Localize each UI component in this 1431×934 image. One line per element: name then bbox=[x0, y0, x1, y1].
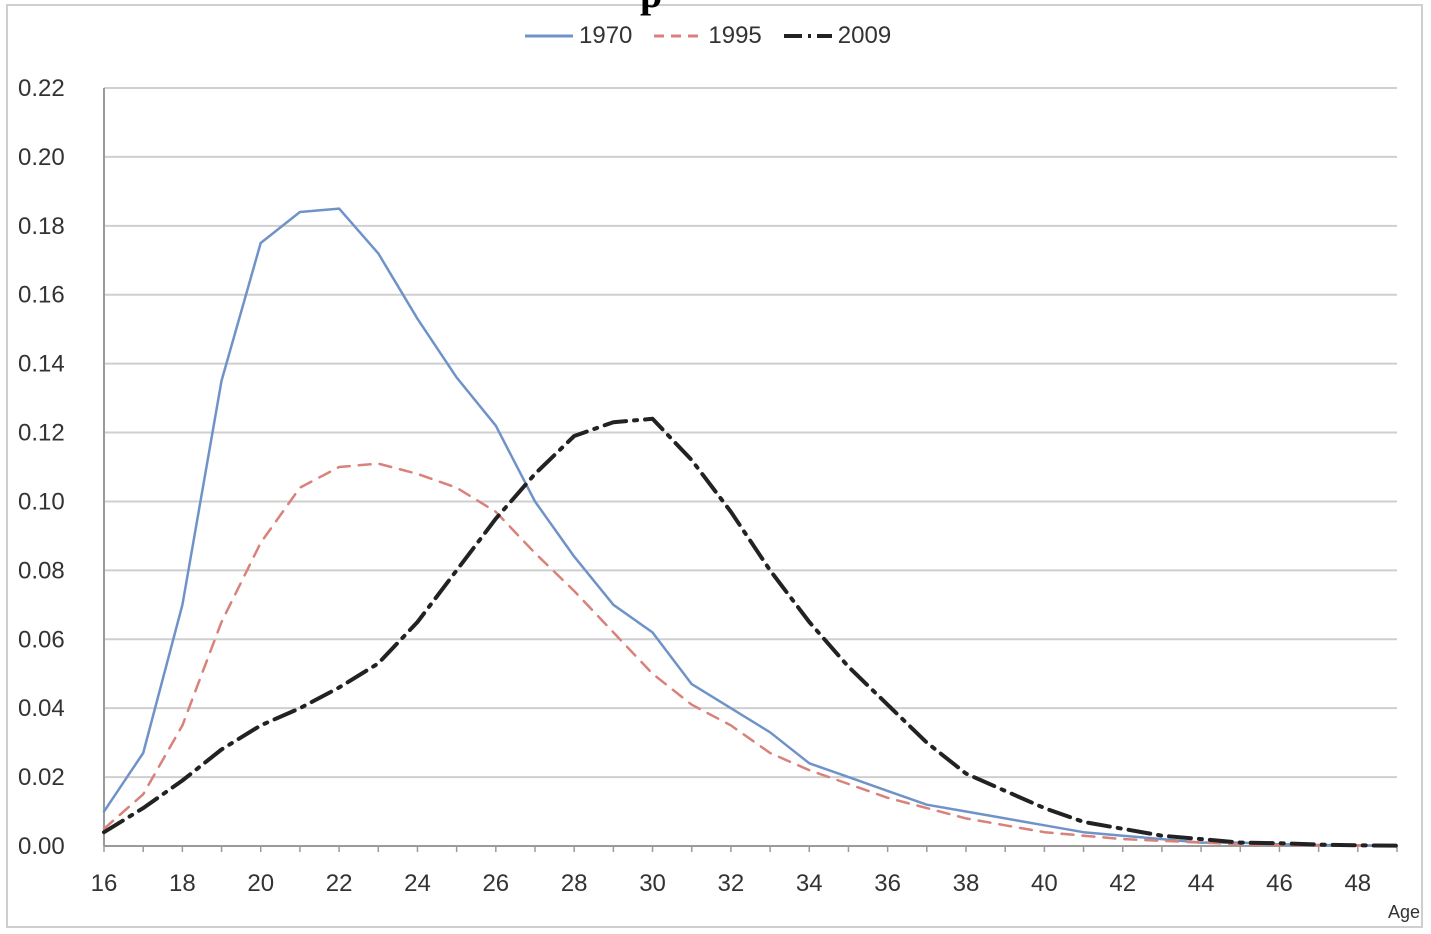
x-tick-label-6: 28 bbox=[561, 870, 588, 897]
x-tick-label-15: 46 bbox=[1266, 870, 1293, 897]
legend-swatch-1995 bbox=[654, 34, 703, 38]
y-tick-label-5: 0.10 bbox=[18, 488, 65, 515]
x-tick-label-16: 48 bbox=[1344, 870, 1371, 897]
x-tick-label-7: 30 bbox=[639, 870, 666, 897]
chart-title-fragment: p bbox=[640, 0, 662, 17]
y-tick-label-9: 0.18 bbox=[18, 213, 65, 240]
legend-item-1970: 1970 bbox=[525, 22, 632, 50]
x-tick-label-2: 20 bbox=[247, 870, 274, 897]
chart-legend: 1970 1995 2009 bbox=[525, 22, 891, 50]
x-tick-label-1: 18 bbox=[169, 870, 196, 897]
x-tick-label-10: 36 bbox=[874, 870, 901, 897]
series-line-1995 bbox=[102, 462, 1399, 847]
x-tick-label-13: 42 bbox=[1109, 870, 1136, 897]
legend-swatch-2009 bbox=[783, 34, 832, 38]
y-tick-label-4: 0.08 bbox=[18, 557, 65, 584]
x-tick-label-9: 34 bbox=[796, 870, 823, 897]
y-tick-label-3: 0.06 bbox=[18, 626, 65, 653]
x-tick-label-12: 40 bbox=[1031, 870, 1058, 897]
series-line-1970 bbox=[102, 207, 1399, 847]
x-tick-label-3: 22 bbox=[326, 870, 353, 897]
y-tick-label-0: 0.00 bbox=[18, 833, 65, 860]
x-tick-label-0: 16 bbox=[91, 870, 118, 897]
x-axis-label: Age bbox=[1388, 902, 1420, 922]
y-tick-label-10: 0.20 bbox=[18, 144, 65, 171]
y-tick-label-6: 0.12 bbox=[18, 420, 65, 447]
x-tick-label-11: 38 bbox=[953, 870, 980, 897]
x-tick-label-5: 26 bbox=[482, 870, 509, 897]
legend-label-2009: 2009 bbox=[837, 22, 892, 49]
legend-swatch-1970 bbox=[525, 34, 573, 38]
y-tick-label-7: 0.14 bbox=[18, 351, 65, 378]
y-tick-label-11: 0.22 bbox=[18, 75, 65, 102]
x-tick-label-14: 44 bbox=[1188, 870, 1215, 897]
legend-label-1970: 1970 bbox=[579, 22, 633, 49]
legend-item-1995: 1995 bbox=[654, 22, 762, 50]
x-tick-label-4: 24 bbox=[404, 870, 431, 897]
legend-label-1995: 1995 bbox=[708, 22, 762, 49]
chart-frame bbox=[6, 4, 1423, 928]
y-tick-label-2: 0.04 bbox=[18, 695, 65, 722]
y-tick-label-1: 0.02 bbox=[18, 764, 65, 791]
legend-item-2009: 2009 bbox=[783, 22, 892, 50]
x-tick-label-8: 32 bbox=[718, 870, 745, 897]
y-tick-label-8: 0.16 bbox=[18, 282, 65, 309]
series-line-2009 bbox=[102, 416, 1399, 848]
